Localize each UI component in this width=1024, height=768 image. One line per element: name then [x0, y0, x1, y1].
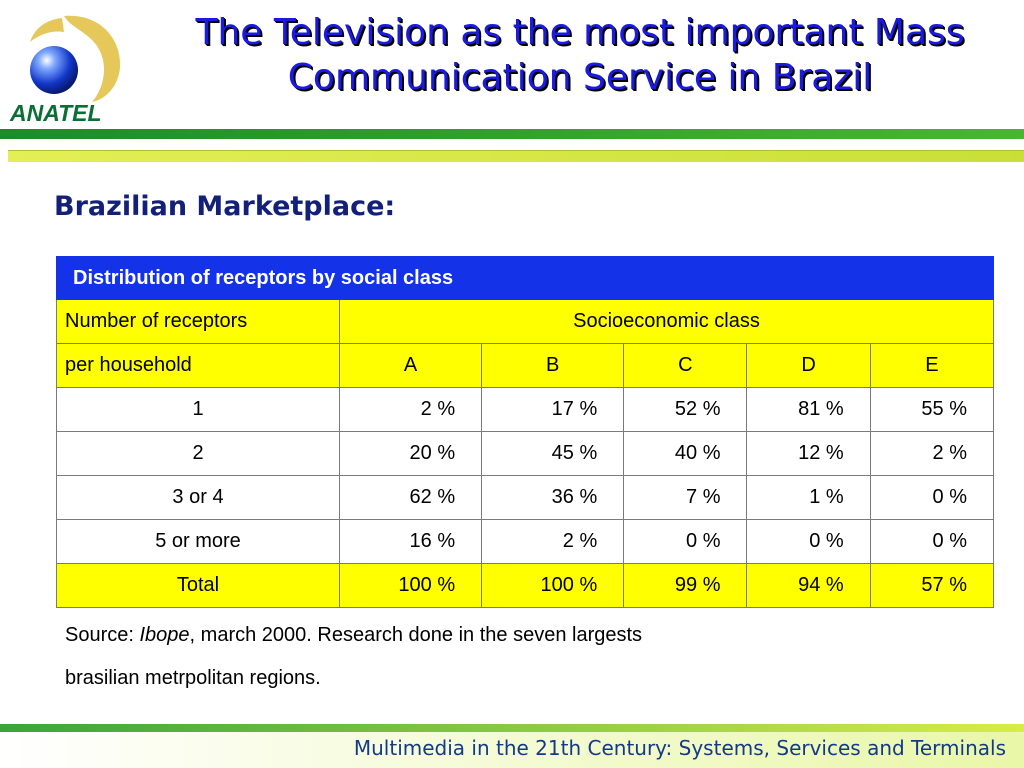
total-cell: 100 % — [338, 563, 483, 608]
column-header: B — [481, 343, 625, 388]
table-cell: 12 % — [746, 431, 871, 476]
table-header-row-2: per household A B C D E — [56, 343, 995, 388]
source-line-1: Source: Ibope, march 2000. Research done… — [65, 614, 642, 657]
table-cell: 20 % — [338, 431, 483, 476]
header-divider-yellow — [8, 150, 1024, 162]
table-cell: 45 % — [481, 431, 625, 476]
table-cell: 0 % — [869, 475, 995, 520]
total-cell: 99 % — [623, 563, 748, 608]
footer-bar — [0, 732, 1024, 768]
source-note: Source: Ibope, march 2000. Research done… — [65, 614, 642, 700]
table-cell: 55 % — [869, 387, 995, 432]
row-label: 3 or 4 — [56, 475, 340, 520]
row-label: 5 or more — [56, 519, 340, 564]
table-cell: 81 % — [746, 387, 871, 432]
footer-divider — [0, 724, 1024, 732]
total-label: Total — [56, 563, 340, 608]
row-label: 2 — [56, 431, 340, 476]
source-rest: , march 2000. Research done in the seven… — [189, 624, 643, 646]
anatel-logo: ANATEL — [4, 8, 134, 126]
title-line-1: The Television as the most important Mas… — [195, 12, 965, 53]
table-cell: 0 % — [623, 519, 748, 564]
table-cell: 52 % — [623, 387, 748, 432]
table-total-row: Total 100 % 100 % 99 % 94 % 57 % — [56, 563, 995, 608]
group-header: Socioeconomic class — [339, 299, 994, 344]
table-header-row-1: Number of receptors Socioeconomic class — [56, 299, 994, 344]
source-name: Ibope — [139, 624, 190, 646]
table-cell: 36 % — [481, 475, 625, 520]
column-header: D — [746, 343, 871, 388]
table-caption-row: Distribution of receptors by social clas… — [56, 256, 994, 300]
total-cell: 94 % — [746, 563, 871, 608]
logo-emblem-icon — [30, 15, 121, 102]
table-cell: 2 % — [338, 387, 483, 432]
table-cell: 7 % — [623, 475, 748, 520]
column-header: C — [623, 343, 748, 388]
table-cell: 0 % — [746, 519, 871, 564]
page-title: The Television as the most important Mas… — [140, 10, 1020, 100]
header-divider-green — [0, 129, 1024, 139]
logo-text: ANATEL — [10, 100, 102, 126]
source-prefix: Source: — [65, 624, 140, 646]
title-line-2: Communication Service in Brazil — [287, 57, 873, 98]
table-cell: 2 % — [481, 519, 625, 564]
table-row: 1 2 % 17 % 52 % 81 % 55 % — [56, 387, 995, 432]
table-cell: 16 % — [338, 519, 483, 564]
table-cell: 0 % — [869, 519, 995, 564]
table-caption: Distribution of receptors by social clas… — [56, 256, 994, 300]
total-cell: 100 % — [481, 563, 625, 608]
receptors-table: Distribution of receptors by social clas… — [56, 256, 995, 608]
section-heading: Brazilian Marketplace: — [54, 191, 396, 222]
source-line-2: brasilian metrpolitan regions. — [65, 667, 321, 689]
footer-text: Multimedia in the 21th Century: Systems,… — [353, 736, 1006, 760]
row-header-line-1: Number of receptors — [56, 299, 340, 344]
table-cell: 62 % — [338, 475, 483, 520]
table-cell: 40 % — [623, 431, 748, 476]
table-row: 3 or 4 62 % 36 % 7 % 1 % 0 % — [56, 475, 995, 520]
row-label: 1 — [56, 387, 340, 432]
table-cell: 1 % — [746, 475, 871, 520]
column-header: E — [869, 343, 995, 388]
total-cell: 57 % — [869, 563, 995, 608]
table-cell: 17 % — [481, 387, 625, 432]
column-header: A — [338, 343, 483, 388]
table-row: 5 or more 16 % 2 % 0 % 0 % 0 % — [56, 519, 995, 564]
row-header-line-2: per household — [56, 343, 340, 388]
table-row: 2 20 % 45 % 40 % 12 % 2 % — [56, 431, 995, 476]
table-cell: 2 % — [869, 431, 995, 476]
